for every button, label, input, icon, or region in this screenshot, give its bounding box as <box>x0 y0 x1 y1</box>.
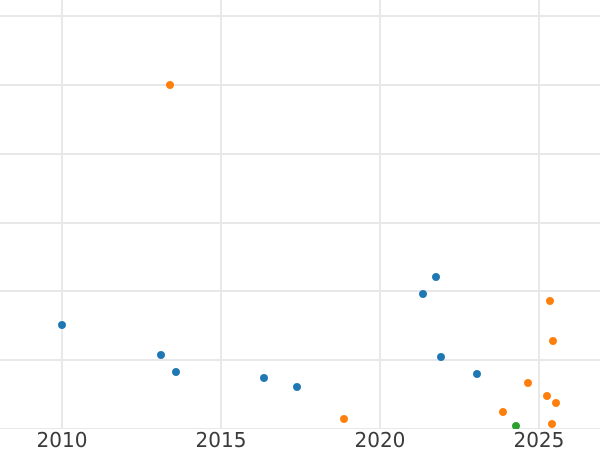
x-tick-label: 2025 <box>513 428 565 450</box>
data-point-series-orange <box>339 415 348 424</box>
data-point-series-orange <box>166 81 175 90</box>
data-point-series-orange <box>548 337 557 346</box>
plot-area <box>0 0 600 429</box>
data-point-series-blue <box>472 369 481 378</box>
data-point-series-blue <box>259 373 268 382</box>
data-point-series-orange <box>547 419 556 428</box>
data-point-series-orange <box>499 408 508 417</box>
data-point-series-orange <box>546 296 555 305</box>
data-point-series-green <box>511 421 520 429</box>
data-point-series-blue <box>171 368 180 377</box>
gridline-horizontal <box>0 359 600 361</box>
data-point-series-orange <box>543 391 552 400</box>
x-tick-label: 2020 <box>354 428 406 450</box>
gridline-horizontal <box>0 290 600 293</box>
data-point-series-blue <box>156 350 165 359</box>
data-point-series-blue <box>437 353 446 362</box>
data-point-series-blue <box>292 382 301 391</box>
gridline-horizontal <box>0 221 600 224</box>
gridline-vertical <box>219 0 222 429</box>
gridline-horizontal <box>0 84 600 87</box>
gridline-horizontal <box>0 427 600 429</box>
x-tick-label: 2010 <box>36 428 88 450</box>
gridline-vertical <box>61 0 63 429</box>
data-point-series-orange <box>552 399 561 408</box>
gridline-vertical <box>537 0 540 429</box>
x-axis: 2010 2015 2020 2025 <box>0 429 600 450</box>
gridline-vertical <box>378 0 381 429</box>
data-point-series-orange <box>523 379 532 388</box>
data-point-series-blue <box>58 320 66 329</box>
data-point-series-blue <box>418 290 427 299</box>
x-tick-label: 2015 <box>195 428 247 450</box>
data-point-series-blue <box>432 272 441 281</box>
gridline-horizontal <box>0 152 600 155</box>
gridline-horizontal <box>0 15 600 18</box>
